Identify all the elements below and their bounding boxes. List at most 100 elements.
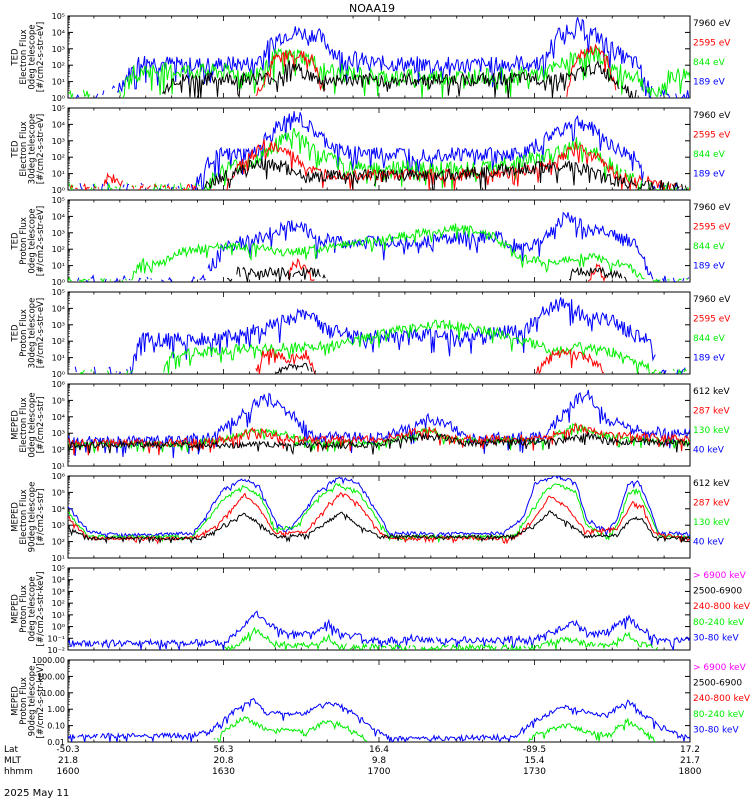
series-line-blue: [79, 111, 690, 190]
legend-label: 2595 eV: [693, 315, 731, 325]
y-tick-label: 10⁵: [52, 196, 65, 205]
y-axis-label-line: Proton Flux: [19, 585, 29, 633]
y-axis-label-line: TED: [10, 324, 20, 343]
legend-label: 7960 eV: [693, 111, 731, 121]
legend-label: 612 keV: [693, 479, 730, 489]
y-axis-label-line: 90deg telescope: [27, 482, 37, 553]
y-tick-label: 10³: [52, 45, 65, 54]
y-tick-label: 10⁴: [52, 304, 65, 313]
series-line-red: [255, 43, 617, 97]
y-tick-label: 10³: [52, 229, 65, 238]
footer-tick-value: 1630: [212, 767, 235, 777]
legend-label: 2595 eV: [693, 39, 731, 49]
y-tick-label: 10⁴: [52, 505, 65, 514]
y-axis-label-line: [#/cm2-s-str-eV]: [36, 298, 46, 368]
y-tick-label: 10⁰: [52, 186, 65, 195]
footer-tick-value: -50.3: [56, 745, 79, 755]
y-tick-label: 10³: [52, 587, 65, 596]
footer-tick-value: 21.8: [58, 756, 78, 766]
legend-label: 7960 eV: [693, 203, 731, 213]
footer-tick-value: 1730: [523, 767, 546, 777]
series-line-green: [213, 715, 656, 742]
series-line-green: [68, 127, 690, 190]
legend-label: 80-240 keV: [693, 710, 745, 720]
y-tick-label: 10²: [52, 61, 65, 70]
y-tick-label: 10⁵: [52, 104, 65, 113]
series-line-black: [227, 266, 628, 282]
footer-tick-value: 16.4: [369, 745, 389, 755]
y-tick-label: 10⁵: [52, 488, 65, 497]
y-tick-label: 10¹: [52, 170, 65, 179]
y-axis-label-line: Proton Flux: [19, 309, 29, 357]
series-line-red: [287, 257, 607, 282]
y-tick-label: 0.01: [47, 738, 65, 747]
legend-label: 2500-6900: [693, 587, 742, 597]
y-tick-label: 10⁵: [52, 564, 65, 573]
footer-tick-value: 9.8: [372, 756, 387, 766]
series-line-black: [68, 510, 690, 545]
y-axis-label-line: 90deg telescope: [27, 666, 37, 737]
legend-label: 130 keV: [693, 518, 730, 528]
series-line-red: [69, 139, 690, 190]
legend-label: 844 eV: [693, 242, 726, 252]
y-tick-label: 10⁵: [52, 288, 65, 297]
y-axis-label-line: Electron Flux: [19, 397, 29, 452]
time-axis-footer: 2025 May 11 Lat -50.3 56.3 16.4 -89.5 17.2 MLT…: [4, 745, 702, 799]
y-tick-label: 10¹: [52, 611, 65, 620]
y-tick-label: 10.00: [42, 689, 65, 698]
y-tick-label: 10²: [52, 538, 65, 547]
y-tick-label: 10⁰: [52, 370, 65, 379]
legend-label: 30-80 keV: [693, 633, 739, 643]
y-tick-label: 10⁰: [52, 623, 65, 632]
y-tick-label: 10⁻²: [47, 646, 65, 655]
legend-label: 30-80 keV: [693, 725, 739, 735]
y-tick-label: 10⁴: [52, 413, 65, 422]
y-axis-label-line: 0deg telescope: [27, 24, 37, 89]
y-tick-label: 10¹: [52, 554, 65, 563]
y-axis-label-line: Electron Flux: [19, 29, 29, 84]
y-axis-label-line: 0deg telescope: [27, 576, 37, 641]
chart-title: NOAA19: [349, 2, 395, 15]
series-line-black: [275, 362, 317, 374]
footer-tick-value: 56.3: [213, 745, 233, 755]
legend-label: > 6900 keV: [693, 571, 747, 581]
footer-tick-value: 1800: [679, 767, 702, 777]
y-axis-label-line: Proton Flux: [19, 217, 29, 265]
y-axis-label-line: TED: [10, 232, 20, 251]
y-tick-label: 0.10: [47, 722, 65, 731]
y-tick-label: 1.00: [47, 705, 65, 714]
series-line-black: [68, 432, 690, 456]
series-line-black: [203, 158, 688, 190]
y-tick-label: 1000.00: [32, 656, 65, 665]
plot-frame: [67, 475, 691, 559]
date-label: 2025 May 11: [4, 788, 69, 799]
y-axis-label-line: TED: [10, 140, 20, 159]
y-axis-label-line: [#/cm2-s-str-eV]: [36, 114, 46, 184]
legend-label: 80-240 keV: [693, 618, 745, 628]
y-axis-label-line: MEPED: [10, 502, 20, 532]
footer-tick-value: 21.7: [680, 756, 700, 766]
y-tick-label: 10⁶: [52, 472, 65, 481]
legend-label: 240-800 keV: [693, 694, 750, 704]
legend-label: 189 eV: [693, 170, 726, 180]
legend-label: 2595 eV: [693, 223, 731, 233]
legend-label: 7960 eV: [693, 295, 731, 305]
footer-row-label: hhmm: [4, 767, 33, 777]
panel-8: 0.01 0.10 1.00 10.00 100.00 1000.00 MEPEDProto…: [10, 656, 750, 747]
legend-label: 844 eV: [693, 334, 726, 344]
y-axis-label-line: TED: [10, 48, 20, 67]
plot-frame: [67, 567, 691, 651]
y-axis-label-line: 0deg telescope: [27, 208, 37, 273]
y-axis-label-line: Electron Flux: [19, 489, 29, 544]
legend-label: > 6900 keV: [693, 663, 747, 673]
series-line-blue: [68, 610, 690, 650]
y-tick-label: 10³: [52, 429, 65, 438]
series-line-black: [162, 59, 637, 98]
series-line-blue: [68, 697, 690, 742]
